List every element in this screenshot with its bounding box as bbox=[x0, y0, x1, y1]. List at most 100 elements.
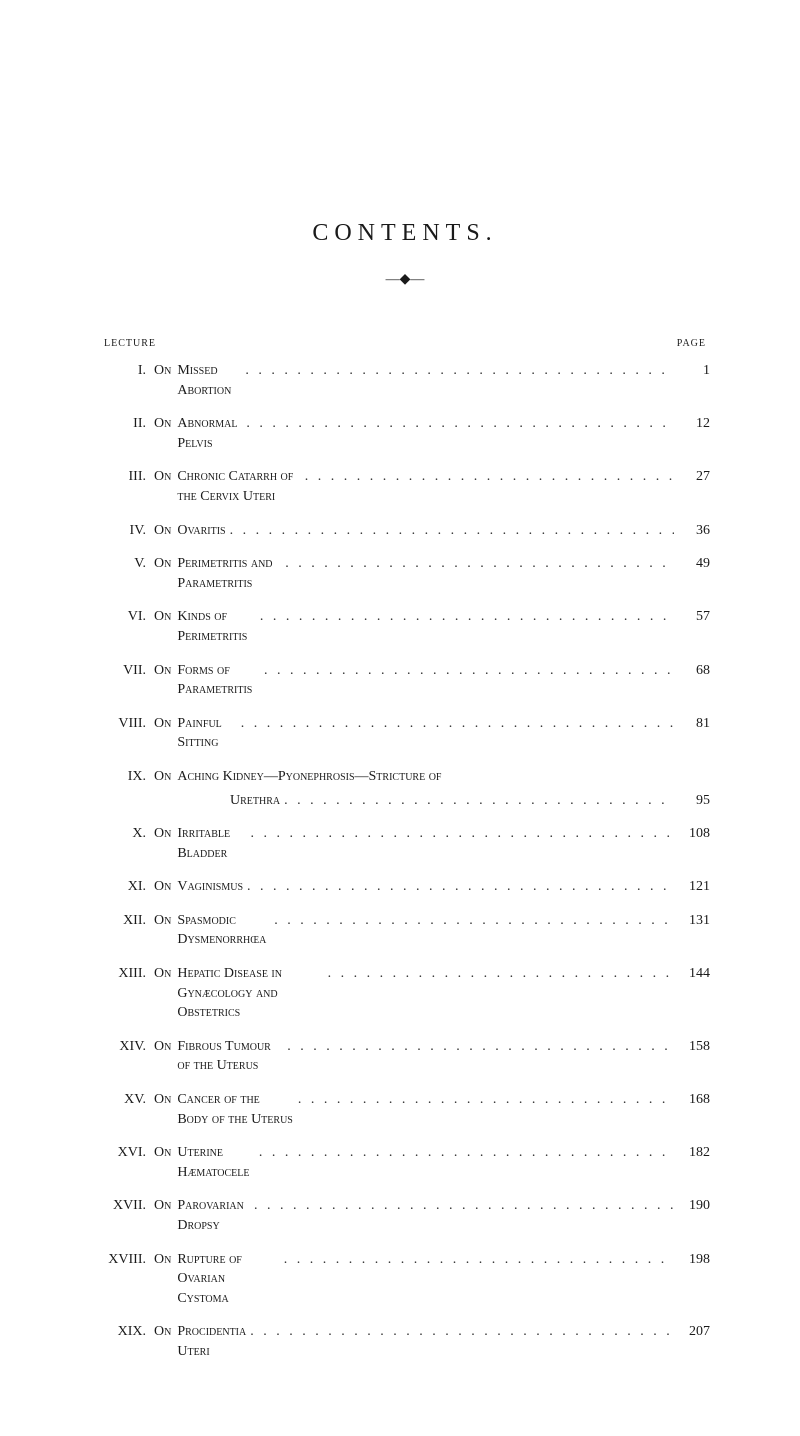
entry-roman: II. bbox=[100, 414, 146, 434]
entry-roman: XII. bbox=[100, 911, 146, 931]
contents-entry: VI.OnKinds of Perimetritis. . . . . . . … bbox=[100, 607, 710, 646]
entry-leader: . . . . . . . . . . . . . . . . . . . . … bbox=[250, 1196, 674, 1216]
entry-roman: XIV. bbox=[100, 1037, 146, 1057]
entry-roman: III. bbox=[100, 467, 146, 487]
entry-page: 57 bbox=[674, 607, 710, 627]
entry-leader: . . . . . . . . . . . . . . . . . . . . … bbox=[270, 911, 674, 931]
entry-roman: XVIII. bbox=[100, 1250, 146, 1270]
entry-page: 144 bbox=[674, 964, 710, 984]
entry-subject: Abnormal Pelvis bbox=[177, 414, 242, 453]
entry-leader: . . . . . . . . . . . . . . . . . . . . … bbox=[255, 1143, 674, 1163]
entry-subject: Painful Sitting bbox=[177, 714, 236, 753]
entry-leader: . . . . . . . . . . . . . . . . . . . . … bbox=[301, 467, 674, 487]
entry-on: On bbox=[146, 964, 177, 984]
entry-subline-text: Urethra bbox=[230, 791, 280, 811]
entry-subject: Uterine Hæmatocele bbox=[177, 1143, 255, 1182]
entry-page: 49 bbox=[674, 554, 710, 574]
entry-roman: XIII. bbox=[100, 964, 146, 984]
header-page: PAGE bbox=[677, 338, 706, 349]
contents-entry: XIII.OnHepatic Disease in Gynæcology and… bbox=[100, 964, 710, 1023]
entry-on: On bbox=[146, 824, 177, 844]
contents-title: CONTENTS. bbox=[100, 220, 710, 247]
entry-leader: . . . . . . . . . . . . . . . . . . . . … bbox=[294, 1090, 674, 1110]
entry-roman: VIII. bbox=[100, 714, 146, 734]
entry-subject: Fibrous Tumour of the Uterus bbox=[177, 1037, 283, 1076]
contents-entry: IV.OnOvaritis. . . . . . . . . . . . . .… bbox=[100, 521, 710, 541]
entry-on: On bbox=[146, 414, 177, 434]
contents-entry: XVIII.OnRupture of Ovarian Cystoma. . . … bbox=[100, 1250, 710, 1309]
entry-leader: . . . . . . . . . . . . . . . . . . . . … bbox=[324, 964, 674, 984]
entry-leader: . . . . . . . . . . . . . . . . . . . . … bbox=[241, 361, 674, 381]
entry-roman: IV. bbox=[100, 521, 146, 541]
entry-subject: Perimetritis and Parametritis bbox=[177, 554, 281, 593]
entry-roman: XI. bbox=[100, 877, 146, 897]
entry-page: 12 bbox=[674, 414, 710, 434]
entry-page: 198 bbox=[674, 1250, 710, 1270]
entry-leader: . . . . . . . . . . . . . . . . . . . . … bbox=[256, 607, 674, 627]
ornament-divider: —◆— bbox=[100, 271, 710, 288]
contents-entry: I.OnMissed Abortion. . . . . . . . . . .… bbox=[100, 361, 710, 400]
entry-page: 27 bbox=[674, 467, 710, 487]
entry-on: On bbox=[146, 877, 177, 897]
entry-on: On bbox=[146, 554, 177, 574]
entry-on: On bbox=[146, 767, 177, 787]
entry-subject: Spasmodic Dysmenorrhœa bbox=[177, 911, 270, 950]
entry-leader: . . . . . . . . . . . . . . . . . . . . … bbox=[281, 554, 674, 574]
entry-leader: . . . . . . . . . . . . . . . . . . . . … bbox=[280, 791, 674, 811]
entry-page: 207 bbox=[674, 1322, 710, 1342]
entry-leader: . . . . . . . . . . . . . . . . . . . . … bbox=[280, 1250, 674, 1270]
entry-on: On bbox=[146, 607, 177, 627]
entry-subject: Forms of Parametritis bbox=[177, 661, 260, 700]
entry-page: 131 bbox=[674, 911, 710, 931]
entry-on: On bbox=[146, 661, 177, 681]
entry-page: 158 bbox=[674, 1037, 710, 1057]
contents-entry: XIX.OnProcidentia Uteri. . . . . . . . .… bbox=[100, 1322, 710, 1361]
contents-entry: VII.OnForms of Parametritis. . . . . . .… bbox=[100, 661, 710, 700]
entry-on: On bbox=[146, 521, 177, 541]
entry-leader: . . . . . . . . . . . . . . . . . . . . … bbox=[237, 714, 674, 734]
entry-leader: . . . . . . . . . . . . . . . . . . . . … bbox=[226, 521, 674, 541]
entry-page: 168 bbox=[674, 1090, 710, 1110]
entry-leader: . . . . . . . . . . . . . . . . . . . . … bbox=[246, 1322, 674, 1342]
contents-entry: XV.OnCancer of the Body of the Uterus. .… bbox=[100, 1090, 710, 1129]
contents-entry: X.OnIrritable Bladder. . . . . . . . . .… bbox=[100, 824, 710, 863]
entry-roman: I. bbox=[100, 361, 146, 381]
entry-page: 182 bbox=[674, 1143, 710, 1163]
entry-subject: Cancer of the Body of the Uterus bbox=[177, 1090, 294, 1129]
entry-page: 95 bbox=[674, 791, 710, 811]
entry-on: On bbox=[146, 1250, 177, 1270]
entry-roman: XVI. bbox=[100, 1143, 146, 1163]
contents-entry: IX.OnAching Kidney—Pyonephrosis—Strictur… bbox=[100, 767, 710, 787]
entry-subject: Ovaritis bbox=[177, 521, 225, 541]
entry-subject: Irritable Bladder bbox=[177, 824, 246, 863]
entry-roman: X. bbox=[100, 824, 146, 844]
entry-leader: . . . . . . . . . . . . . . . . . . . . … bbox=[283, 1037, 674, 1057]
contents-entry: XVII.OnParovarian Dropsy. . . . . . . . … bbox=[100, 1196, 710, 1235]
entry-page: 1 bbox=[674, 361, 710, 381]
entry-roman: XV. bbox=[100, 1090, 146, 1110]
entry-page: 121 bbox=[674, 877, 710, 897]
entry-subject: Procidentia Uteri bbox=[177, 1322, 246, 1361]
entry-subject: Chronic Catarrh of the Cervix Uteri bbox=[177, 467, 300, 506]
header-lecture: LECTURE bbox=[104, 338, 156, 349]
entry-on: On bbox=[146, 1196, 177, 1216]
entry-page: 81 bbox=[674, 714, 710, 734]
entry-subject: Rupture of Ovarian Cystoma bbox=[177, 1250, 279, 1309]
entry-on: On bbox=[146, 714, 177, 734]
entry-on: On bbox=[146, 1143, 177, 1163]
column-headers: LECTURE PAGE bbox=[100, 338, 710, 349]
entry-page: 190 bbox=[674, 1196, 710, 1216]
entry-leader: . . . . . . . . . . . . . . . . . . . . … bbox=[247, 824, 674, 844]
entry-roman: XIX. bbox=[100, 1322, 146, 1342]
entry-on: On bbox=[146, 1090, 177, 1110]
entry-roman: IX. bbox=[100, 767, 146, 787]
entry-subject: Hepatic Disease in Gynæcology and Obstet… bbox=[177, 964, 323, 1023]
contents-entry: II.OnAbnormal Pelvis. . . . . . . . . . … bbox=[100, 414, 710, 453]
contents-entry: V.OnPerimetritis and Parametritis. . . .… bbox=[100, 554, 710, 593]
contents-entry: XIV.OnFibrous Tumour of the Uterus. . . … bbox=[100, 1037, 710, 1076]
entry-roman: V. bbox=[100, 554, 146, 574]
contents-entry: XII.OnSpasmodic Dysmenorrhœa. . . . . . … bbox=[100, 911, 710, 950]
entry-on: On bbox=[146, 1322, 177, 1342]
contents-list: I.OnMissed Abortion. . . . . . . . . . .… bbox=[100, 361, 710, 1362]
contents-entry: VIII.OnPainful Sitting. . . . . . . . . … bbox=[100, 714, 710, 753]
